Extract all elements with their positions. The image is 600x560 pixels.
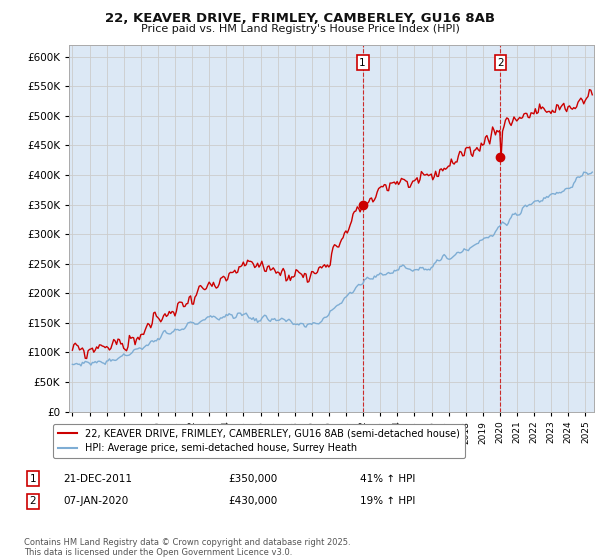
Text: 2: 2 [29, 496, 37, 506]
Text: Contains HM Land Registry data © Crown copyright and database right 2025.
This d: Contains HM Land Registry data © Crown c… [24, 538, 350, 557]
Legend: 22, KEAVER DRIVE, FRIMLEY, CAMBERLEY, GU16 8AB (semi-detached house), HPI: Avera: 22, KEAVER DRIVE, FRIMLEY, CAMBERLEY, GU… [53, 424, 464, 458]
Text: £350,000: £350,000 [228, 474, 277, 484]
Text: 21-DEC-2011: 21-DEC-2011 [63, 474, 132, 484]
Text: 19% ↑ HPI: 19% ↑ HPI [360, 496, 415, 506]
Text: 22, KEAVER DRIVE, FRIMLEY, CAMBERLEY, GU16 8AB: 22, KEAVER DRIVE, FRIMLEY, CAMBERLEY, GU… [105, 12, 495, 25]
Text: Price paid vs. HM Land Registry's House Price Index (HPI): Price paid vs. HM Land Registry's House … [140, 24, 460, 34]
Text: 07-JAN-2020: 07-JAN-2020 [63, 496, 128, 506]
Text: £430,000: £430,000 [228, 496, 277, 506]
Text: 41% ↑ HPI: 41% ↑ HPI [360, 474, 415, 484]
Text: 1: 1 [359, 58, 366, 68]
Text: 1: 1 [29, 474, 37, 484]
Text: 2: 2 [497, 58, 504, 68]
